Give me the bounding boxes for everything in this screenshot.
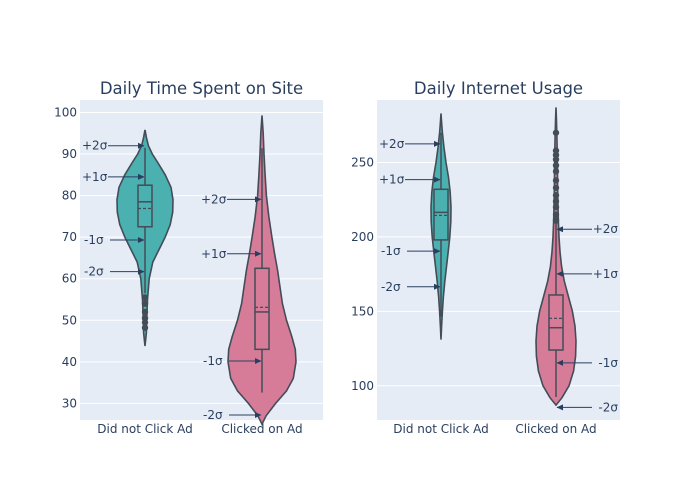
outlier-point (141, 294, 149, 301)
box-iqr (433, 188, 449, 241)
outlier-point (552, 162, 560, 169)
outlier-point (141, 300, 149, 307)
sigma-label: -1σ (598, 356, 618, 370)
violin-body (430, 113, 452, 340)
outlier-point (552, 184, 560, 192)
subplot-title: Daily Time Spent on Site (100, 79, 303, 98)
plot-background (377, 100, 620, 420)
outlier-point (552, 211, 560, 218)
outlier-point (141, 308, 149, 316)
sigma-label: +2σ (82, 139, 108, 153)
sigma-label: +2σ (379, 137, 405, 151)
sigma-label: -1σ (84, 233, 104, 247)
x-tick-label: Did not Click Ad (393, 422, 489, 436)
outlier-point (141, 319, 149, 326)
sigma-label: -2σ (598, 400, 618, 414)
sigma-label: +1σ (82, 170, 108, 184)
sigma-label: +2σ (593, 222, 619, 236)
y-tick-label: 100 (351, 379, 374, 393)
y-tick-label: 100 (54, 105, 77, 119)
subplot-time-spent: +2σ +1σ -1σ -2σ +2σ +1σ -1σ -2σ 30 40 50 60 70 80 90 1… (54, 79, 323, 436)
y-tick-label: 40 (62, 355, 77, 369)
outlier-point (552, 156, 560, 163)
y-tick-label: 60 (62, 272, 77, 286)
outlier-point (552, 147, 560, 154)
sigma-label: +1σ (201, 247, 227, 261)
outlier-point (552, 177, 560, 184)
y-tick-label: 70 (62, 230, 77, 244)
y-tick-label: 50 (62, 313, 77, 327)
subplot-internet-usage: +2σ +1σ -1σ -2σ +2σ +1σ -1σ -2σ 100 150 200 250 Did… (351, 79, 620, 436)
sigma-label: -2σ (84, 265, 104, 279)
y-tick-label: 30 (62, 396, 77, 410)
sigma-label: -1σ (381, 244, 401, 258)
x-tick-label: Clicked on Ad (515, 422, 596, 436)
box-iqr (548, 294, 564, 351)
sigma-label: +2σ (201, 192, 227, 206)
sigma-label: -1σ (203, 354, 223, 368)
sigma-label: +1σ (593, 267, 619, 281)
x-tick-label: Did not Click Ad (97, 422, 193, 436)
x-tick-label: Clicked on Ad (221, 422, 302, 436)
sigma-label: -2σ (203, 408, 223, 422)
outlier-point (552, 217, 560, 224)
outlier-point (552, 151, 560, 159)
subplot-title: Daily Internet Usage (414, 79, 583, 98)
y-tick-label: 90 (62, 147, 77, 161)
y-tick-label: 200 (351, 230, 374, 244)
box-iqr (137, 184, 153, 228)
outlier-point (552, 168, 560, 175)
y-tick-label: 80 (62, 189, 77, 203)
outlier-point (552, 192, 560, 199)
outlier-point (141, 324, 149, 331)
violin-body (227, 115, 297, 427)
box-iqr (254, 267, 270, 351)
sigma-label: +1σ (379, 173, 405, 187)
sigma-label: -2σ (381, 280, 401, 294)
outlier-point (552, 203, 560, 211)
outlier-point (552, 129, 560, 136)
outlier-point (552, 198, 560, 205)
y-tick-label: 250 (351, 156, 374, 170)
y-tick-label: 150 (351, 304, 374, 318)
